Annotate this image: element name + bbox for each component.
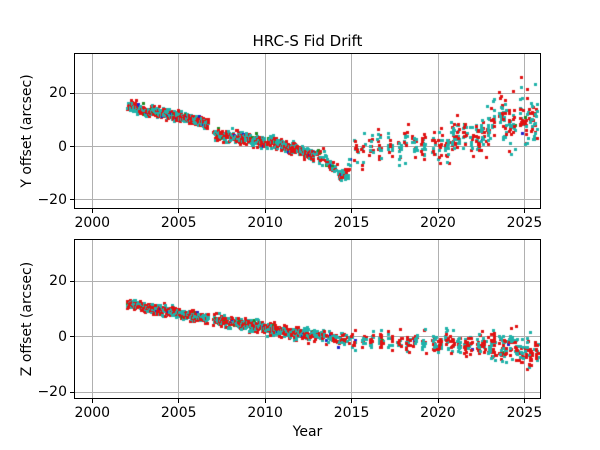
tick-mark [70,336,74,338]
tick-mark [437,399,439,403]
tick-mark [70,146,74,147]
tick-mark [178,209,180,213]
tick-mark [351,399,353,403]
x-tick-label: 2015 [333,215,370,231]
tick-mark [523,209,525,213]
tick-mark [264,399,266,403]
tick-mark [437,209,439,213]
tick-mark [70,92,74,94]
y-axis-label-bottom: Z offset (arcsec) [19,261,35,377]
y-offset-scatter-canvas [75,54,540,208]
tick-mark [351,209,353,213]
y-tick-label: 0 [58,138,67,155]
z-offset-scatter-canvas [75,240,540,398]
x-tick-label: 2005 [160,405,197,421]
x-tick-label: 2015 [333,405,370,421]
y-tick-label: −20 [37,191,67,208]
x-axis-label: Year [292,424,323,440]
x-tick-label: 2025 [506,215,543,231]
x-tick-label: 2020 [420,215,456,231]
y-tick-label: 20 [49,85,67,102]
tick-mark [264,209,266,213]
y-tick-label: −20 [37,384,67,401]
y-axis-label-top: Y offset (arcsec) [19,74,35,188]
chart-title: HRC-S Fid Drift [252,32,363,50]
z-offset-subplot [74,239,541,399]
x-tick-label: 2005 [160,215,197,231]
y-tick-label: 20 [49,273,67,290]
x-tick-label: 2000 [74,215,111,231]
y-offset-subplot [74,53,541,209]
x-tick-label: 2000 [74,405,111,421]
y-tick-label: 0 [58,328,67,345]
x-tick-label: 2010 [247,215,283,231]
tick-mark [91,209,93,213]
tick-mark [70,280,74,282]
x-tick-label: 2010 [247,405,283,421]
x-tick-label: 2020 [420,405,456,421]
tick-mark [70,199,74,201]
tick-mark [523,399,525,403]
tick-mark [91,399,93,403]
x-tick-label: 2025 [506,405,543,421]
tick-mark [178,399,180,403]
tick-mark [70,391,74,393]
